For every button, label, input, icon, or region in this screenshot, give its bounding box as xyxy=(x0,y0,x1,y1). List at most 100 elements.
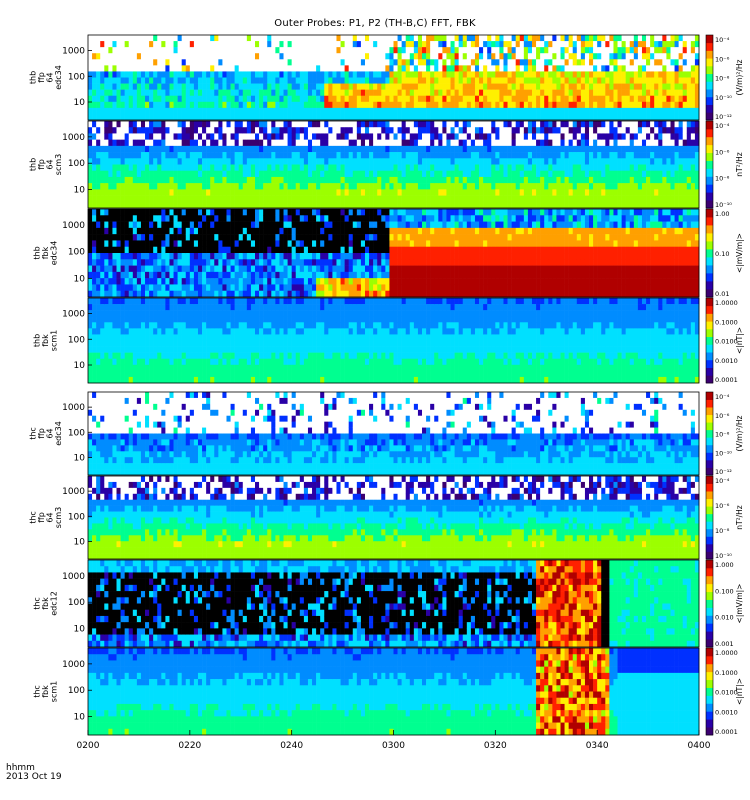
spectrogram-cell xyxy=(299,271,305,279)
spectrogram-cell xyxy=(149,35,154,42)
spectrogram-cell xyxy=(662,139,667,147)
spectrogram-cell xyxy=(153,107,158,115)
spectrogram-cell xyxy=(96,170,101,178)
spectrogram-cell xyxy=(385,170,390,178)
spectrogram-cell xyxy=(185,121,191,128)
spectrogram-cell xyxy=(531,195,537,203)
spectrogram-cell xyxy=(544,145,549,153)
spectrogram-cell xyxy=(487,189,492,196)
spectrogram-cell xyxy=(242,240,248,248)
spectrogram-cell xyxy=(145,127,150,134)
spectrogram-cell xyxy=(377,89,382,97)
spectrogram-cell xyxy=(678,139,683,147)
spectrogram-cell xyxy=(173,71,178,78)
spectrogram-cell xyxy=(629,152,635,159)
spectrogram-cell xyxy=(324,121,329,128)
spectrogram-cell xyxy=(405,127,411,134)
spectrogram-cell xyxy=(96,71,101,78)
spectrogram-cell xyxy=(287,77,292,84)
spectrogram-cell xyxy=(307,113,313,121)
spectrogram-cell xyxy=(238,271,244,279)
spectrogram-cell xyxy=(613,101,618,109)
spectrogram-cell xyxy=(470,47,476,54)
spectrogram-cell xyxy=(348,133,354,140)
spectrogram-cell xyxy=(128,290,134,298)
spectrogram-cell xyxy=(283,41,288,48)
spectrogram-cell xyxy=(601,152,606,159)
spectrogram-cell xyxy=(641,77,647,84)
spectrogram-cell xyxy=(434,65,439,72)
spectrogram-cell xyxy=(238,41,244,48)
spectrogram-cell xyxy=(381,152,386,159)
spectrogram-cell xyxy=(373,71,378,78)
spectrogram-cell xyxy=(92,246,97,254)
spectrogram-cell xyxy=(312,89,317,97)
spectrogram-cell xyxy=(499,47,504,54)
spectrogram-cell xyxy=(503,65,508,72)
spectrogram-cell xyxy=(153,83,158,90)
spectrogram-cell xyxy=(377,164,382,172)
spectrogram-cell xyxy=(360,152,366,159)
spectrogram-cell xyxy=(234,183,240,190)
spectrogram-cell xyxy=(250,95,256,103)
spectrogram-cell xyxy=(291,215,297,222)
spectrogram-cell xyxy=(458,83,464,90)
spectrogram-cell xyxy=(116,113,121,121)
spectrogram-cell xyxy=(132,121,138,128)
spectrogram-cell xyxy=(593,71,598,78)
spectrogram-cell xyxy=(104,234,109,241)
spectrogram-cell xyxy=(519,164,525,172)
spectrogram-cell xyxy=(613,121,618,128)
spectrogram-cell xyxy=(682,176,688,184)
spectrogram-cell xyxy=(417,183,423,190)
spectrogram-cell xyxy=(593,41,598,48)
spectrogram-cell xyxy=(242,107,248,115)
spectrogram-cell xyxy=(666,41,671,48)
spectrogram-cell xyxy=(161,77,166,84)
spectrogram-cell xyxy=(210,113,215,121)
spectrogram-cell xyxy=(275,121,280,128)
spectrogram-cell xyxy=(389,83,394,90)
spectrogram-cell xyxy=(136,113,142,121)
spectrogram-cell xyxy=(230,127,235,134)
spectrogram-cell xyxy=(255,170,260,178)
spectrogram-cell xyxy=(336,195,341,203)
spectrogram-cell xyxy=(678,59,683,66)
spectrogram-cell xyxy=(128,139,134,147)
spectrogram-cell xyxy=(548,47,553,54)
spectrogram-cell xyxy=(234,290,240,298)
spectrogram-cell xyxy=(234,215,240,222)
spectrogram-cell xyxy=(417,53,423,60)
spectrogram-cell xyxy=(238,221,244,229)
spectrogram-cell xyxy=(132,35,138,42)
spectrogram-cell xyxy=(662,65,667,72)
spectrogram-cell xyxy=(352,101,358,109)
spectrogram-cell xyxy=(446,158,451,165)
spectrogram-cell xyxy=(629,83,635,90)
spectrogram-cell xyxy=(128,113,134,121)
spectrogram-cell xyxy=(686,71,692,78)
spectrogram-cell xyxy=(263,133,268,140)
spectrogram-cell xyxy=(120,121,125,128)
spectrogram-cell xyxy=(662,83,667,90)
spectrogram-cell xyxy=(426,158,431,165)
spectrogram-cell xyxy=(646,53,651,60)
spectrogram-cell xyxy=(678,183,683,190)
spectrogram-cell xyxy=(316,71,321,78)
spectrogram-cell xyxy=(572,77,578,84)
spectrogram-cell xyxy=(536,133,541,140)
spectrogram-cell xyxy=(377,77,382,84)
spectrogram-cell xyxy=(694,35,700,42)
spectrogram-cell xyxy=(474,89,480,97)
spectrogram-cell xyxy=(438,59,443,66)
spectrogram-cell xyxy=(658,59,663,66)
spectrogram-cell xyxy=(584,201,590,209)
spectrogram-cell xyxy=(116,183,121,190)
spectrogram-cell xyxy=(112,53,117,60)
spectrogram-cell xyxy=(193,83,199,90)
spectrogram-cell xyxy=(88,59,93,66)
spectrogram-cell xyxy=(409,95,415,103)
spectrogram-cell xyxy=(417,170,423,178)
spectrogram-cell xyxy=(564,113,569,121)
spectrogram-cell xyxy=(96,227,101,235)
